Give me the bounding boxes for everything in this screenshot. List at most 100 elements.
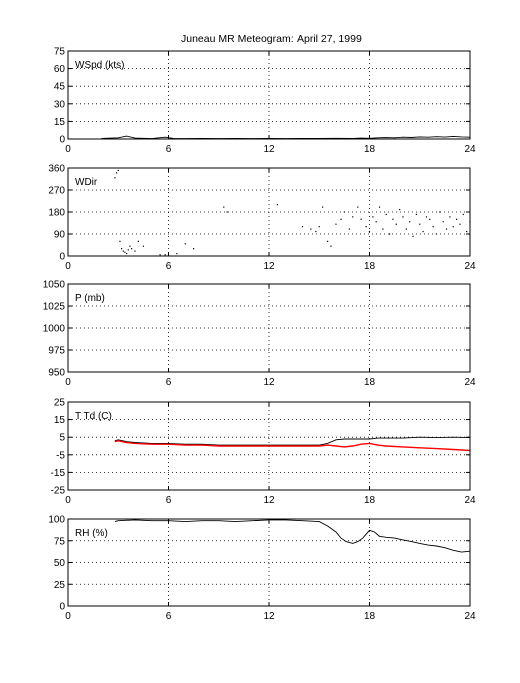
wdir-axes-frame [67, 167, 471, 257]
wdir-xtick-label: 24 [464, 261, 476, 272]
rh-xtick-label: 0 [65, 611, 71, 622]
wdir-data-point [310, 228, 312, 230]
wdir-data-point [176, 252, 178, 255]
wdir-data-point [159, 254, 161, 256]
wdir-data-point [405, 228, 407, 230]
pressure-ytick-label: 1025 [43, 302, 66, 313]
wdir-data-point [422, 230, 424, 233]
wdir-data-point [223, 206, 225, 208]
wdir-data-point [399, 208, 401, 211]
wdir-data-point [368, 230, 371, 233]
wdir-data-point [124, 251, 126, 253]
wdir-data-point [127, 249, 129, 251]
wspd-ytick-label: 75 [54, 47, 66, 58]
temp-axes-frame [67, 401, 471, 491]
wdir-data-point [365, 226, 367, 228]
wdir-data-point [167, 254, 170, 256]
temp-xtick-label: 0 [65, 495, 71, 506]
wdir-data-point [348, 228, 350, 230]
wdir-data-point [126, 252, 128, 255]
wdir-data-point [315, 230, 317, 233]
wdir-data-point [129, 245, 131, 247]
wspd-xtick-label: 12 [263, 144, 275, 155]
rh-xtick-label: 18 [364, 611, 376, 622]
temp-xtick-label: 6 [166, 495, 172, 506]
pressure-panel-label: P (mb) [75, 293, 105, 304]
pressure-xtick-label: 24 [464, 377, 476, 388]
wdir-xtick-label: 18 [364, 261, 376, 272]
wdir-data-point [121, 248, 123, 250]
wdir-data-point [115, 172, 118, 174]
wdir-data-point [402, 216, 404, 218]
wdir-ytick-label: 360 [48, 164, 65, 175]
temp-xtick-label: 18 [364, 495, 376, 506]
temp-ytick-label: 15 [54, 415, 66, 426]
wdir-data-point [412, 235, 414, 238]
pressure-ytick-label: 1050 [43, 280, 66, 291]
wdir-data-point [439, 211, 441, 213]
relative-humidity-panel: 0 6 12 18 24 0 25 50 75 100 RH (%) [48, 515, 476, 623]
wdir-ytick-label: 270 [48, 186, 65, 197]
wdir-data-point [360, 218, 362, 220]
wspd-ytick-label: 30 [54, 99, 66, 110]
rh-xtick-label: 12 [263, 611, 275, 622]
wdir-data-point [452, 226, 454, 228]
wind-direction-panel: 0 6 12 18 24 0 90 180 270 360 WDir [48, 164, 476, 273]
wdir-data-point [327, 240, 329, 242]
wspd-xtick-label: 18 [364, 144, 376, 155]
pressure-axes-frame [67, 283, 471, 373]
rh-ytick-label: 50 [54, 558, 66, 569]
wdir-data-point [276, 204, 278, 206]
rh-ytick-label: 25 [54, 580, 66, 591]
wdir-data-point [114, 177, 116, 179]
wind-speed-panel: 0 6 12 18 24 0 15 30 45 60 75 WSpd (kts) [54, 47, 476, 156]
wdir-data-point [352, 216, 354, 218]
temp-ytick-label: -15 [51, 468, 66, 479]
wdir-data-point [117, 169, 119, 172]
wdir-data-point [318, 226, 320, 228]
wdir-ytick-label: 180 [48, 208, 65, 219]
wdir-data-point [419, 223, 421, 225]
wdir-data-point [137, 240, 139, 242]
wdir-data-point [335, 223, 337, 225]
temperature-dewpoint-panel: 0 6 12 18 24 -25 -15 -5 5 15 25 T Td (C) [51, 398, 476, 507]
wdir-data-point [343, 211, 345, 213]
wdir-data-point [459, 223, 461, 225]
wspd-axes-frame [67, 50, 471, 140]
wdir-data-point [392, 218, 394, 220]
wdir-data-point [193, 248, 195, 250]
wdir-data-point [119, 240, 121, 242]
pressure-xtick-label: 18 [364, 377, 376, 388]
wdir-xtick-label: 6 [166, 261, 172, 272]
wdir-data-point [462, 213, 464, 216]
pressure-ytick-label: 1000 [43, 324, 66, 335]
figure-title: Juneau MR Meteogram: [181, 33, 294, 45]
temp-ytick-label: -25 [51, 486, 66, 497]
wdir-data-point [330, 245, 332, 247]
temp-xtick-label: 24 [464, 495, 476, 506]
temp-ytick-label: 5 [59, 433, 65, 444]
temp-panel-label: T Td (C) [75, 411, 112, 422]
rh-ytick-label: 75 [54, 536, 66, 547]
rh-axes-frame [67, 518, 471, 607]
wdir-data-point [425, 216, 428, 218]
figure-date: April 27, 1999 [297, 33, 362, 45]
wdir-ytick-label: 0 [59, 252, 65, 263]
wdir-data-point [456, 218, 458, 220]
rh-ytick-label: 100 [48, 515, 65, 526]
wdir-data-point [226, 211, 228, 213]
temp-series-line-1 [114, 439, 471, 452]
wdir-data-point [184, 243, 186, 245]
rh-xtick-label: 24 [464, 611, 476, 622]
wspd-ytick-label: 15 [54, 117, 66, 128]
wdir-data-point [442, 221, 444, 223]
wdir-xtick-label: 0 [65, 261, 71, 272]
pressure-ytick-label: 975 [48, 346, 65, 357]
pressure-xtick-label: 0 [65, 377, 71, 388]
wdir-data-point [378, 206, 381, 208]
wdir-data-point [445, 228, 448, 230]
wdir-data-point [142, 245, 144, 247]
rh-panel-label: RH (%) [75, 528, 108, 539]
temp-series-line-0 [114, 436, 471, 446]
